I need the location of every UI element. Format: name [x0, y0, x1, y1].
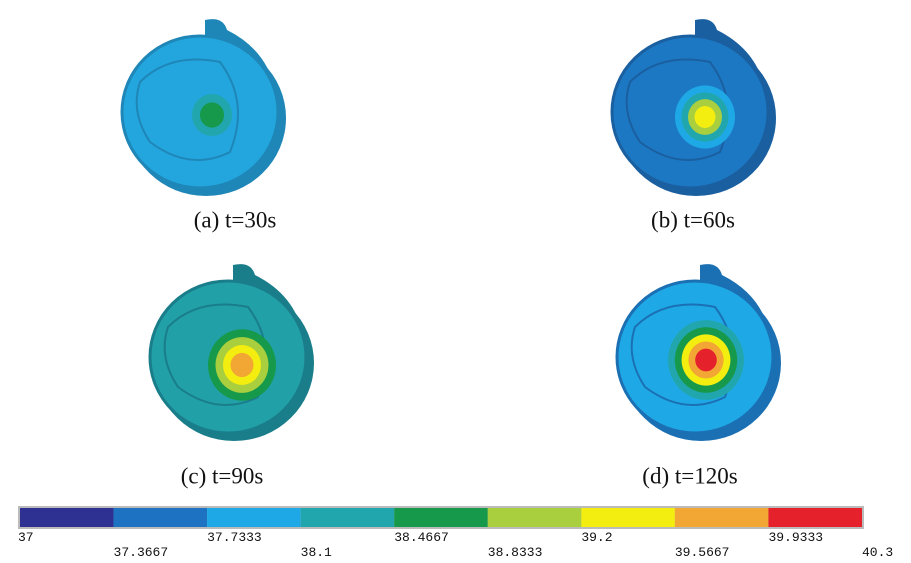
colorbar-label: 37.7333: [207, 530, 262, 545]
colorbar-swatch: [20, 508, 114, 527]
caption: (a) t=30s: [194, 207, 277, 232]
caption: (d) t=120s: [642, 463, 737, 488]
colorbar-label: 40.3: [862, 545, 893, 560]
colorbar-swatch: [301, 508, 395, 527]
colorbar-label: 38.1: [301, 545, 332, 560]
hotspot: [695, 349, 717, 372]
colorbar-label: 37: [18, 530, 34, 545]
panel: [612, 19, 776, 196]
panel: [150, 264, 314, 441]
colorbar-label: 39.9333: [768, 530, 823, 545]
colorbar-label: 38.4667: [394, 530, 449, 545]
colorbar-label: 39.5667: [675, 545, 730, 560]
panel: [617, 264, 781, 441]
colorbar-swatch: [394, 508, 488, 527]
colorbar-swatch: [114, 508, 208, 527]
caption: (b) t=60s: [651, 207, 735, 232]
panel: [122, 19, 286, 196]
colorbar-label: 38.8333: [488, 545, 543, 560]
colorbar-label: 37.3667: [114, 545, 169, 560]
colorbar-swatch: [488, 508, 582, 527]
hotspot: [695, 106, 716, 128]
colorbar-swatch: [207, 508, 301, 527]
colorbar-label: 39.2: [581, 530, 612, 545]
hotspot: [231, 353, 254, 377]
colorbar-swatch: [768, 508, 862, 527]
caption: (c) t=90s: [181, 463, 264, 488]
figure: (a) t=30s (b) t=60s (c) t=90s (d) t=120s 37 3…: [0, 0, 911, 563]
colorbar-swatch: [581, 508, 675, 527]
hotspot: [200, 102, 224, 127]
colorbar-swatch: [675, 508, 769, 527]
